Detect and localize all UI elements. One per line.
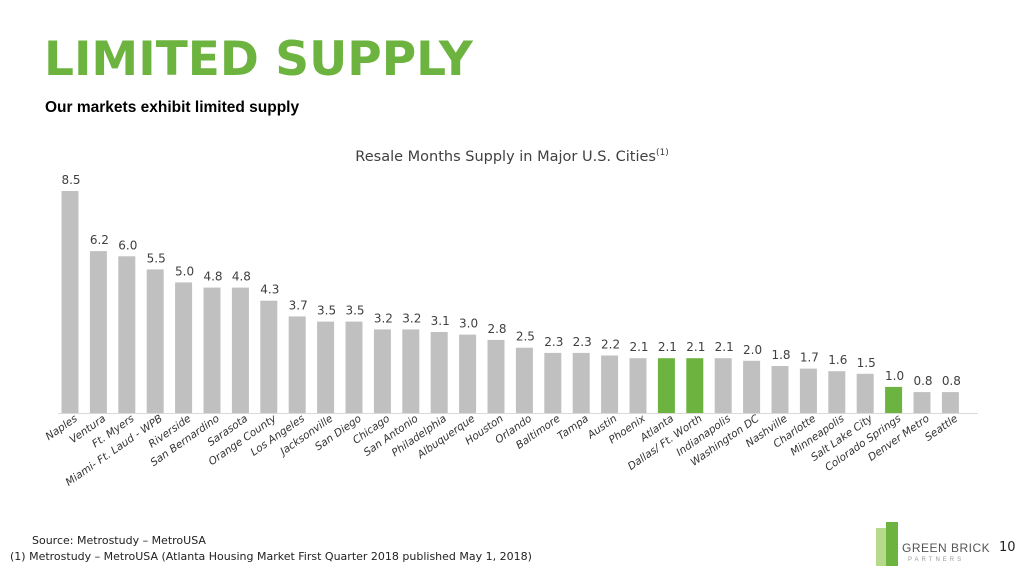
bar-san-bernardino [203, 287, 221, 413]
bar-salt-lake-city [856, 373, 874, 413]
value-label-ft-myers: 6.0 [118, 238, 137, 252]
footnotes: Source: Metrostudy – MetroUSA (1) Metros… [10, 533, 532, 565]
logo-brick-dark [886, 522, 898, 566]
value-label-indianapolis: 2.1 [715, 340, 734, 354]
value-label-houston: 2.8 [487, 322, 506, 336]
value-label-ventura: 6.2 [90, 233, 109, 247]
value-label-atlanta: 2.1 [658, 340, 677, 354]
category-label-seattle: Seattle [923, 413, 960, 444]
bar-washington-dc [743, 360, 761, 413]
bar-jacksonville [317, 321, 335, 413]
bar-indianapolis [714, 358, 732, 413]
value-label-orange-county: 4.3 [260, 283, 279, 297]
source-note: Source: Metrostudy – MetroUSA [32, 534, 206, 547]
value-labels-group: 8.5 6.2 6.0 5.5 5.0 4.8 4.8 4.3 3.7 3.5 3.5 3.2 3.2 3… [61, 173, 960, 388]
value-label-philadelphia: 3.1 [431, 314, 450, 328]
value-label-minneapolis: 1.6 [828, 353, 847, 367]
value-label-phoenix: 2.1 [629, 340, 648, 354]
chart-title-text: Resale Months Supply in Major U.S. Citie… [355, 149, 656, 165]
page-title: LIMITED SUPPLY [44, 32, 473, 87]
value-label-los-angeles: 3.7 [289, 298, 308, 312]
value-label-tampa: 2.3 [573, 335, 592, 349]
bar-atlanta [657, 358, 675, 413]
bar-tampa [572, 352, 590, 413]
value-label-miami-ft-laud-wpb: 5.5 [147, 251, 166, 265]
value-label-seattle: 0.8 [942, 374, 961, 388]
bar-philadelphia [430, 332, 448, 413]
bar-baltimore [544, 352, 562, 413]
value-label-riverside: 5.0 [175, 264, 194, 278]
value-label-salt-lake-city: 1.5 [857, 356, 876, 370]
bar-phoenix [629, 358, 647, 413]
bar-san-antonio [402, 329, 420, 413]
value-label-washington-dc: 2.0 [743, 343, 762, 357]
footnote-1: (1) Metrostudy – MetroUSA (Atlanta Housi… [10, 550, 532, 563]
bars-group [61, 191, 959, 413]
bar-riverside [175, 282, 193, 413]
page-subtitle: Our markets exhibit limited supply [45, 99, 300, 116]
bar-chicago [373, 329, 391, 413]
logo-sub: PARTNERS [908, 557, 965, 563]
bar-san-diego [345, 321, 363, 413]
value-label-orlando: 2.5 [516, 330, 535, 344]
value-label-san-diego: 3.5 [345, 304, 364, 318]
page-number: 10 [999, 540, 1016, 555]
value-label-austin: 2.2 [601, 338, 620, 352]
bar-orlando [515, 347, 533, 413]
value-label-baltimore: 2.3 [544, 335, 563, 349]
bar-los-angeles [288, 316, 306, 413]
value-label-charlotte: 1.7 [800, 351, 819, 365]
value-label-colorado-springs: 1.0 [885, 369, 904, 383]
bar-sarasota [231, 287, 249, 413]
bar-colorado-springs [885, 386, 903, 413]
value-label-chicago: 3.2 [374, 311, 393, 325]
value-label-denver-metro: 0.8 [913, 374, 932, 388]
bar-dallas-ft-worth [686, 358, 704, 413]
bar-nashville [771, 366, 789, 413]
bar-houston [487, 339, 505, 413]
bar-naples [61, 191, 79, 413]
value-label-albuquerque: 3.0 [459, 317, 478, 331]
green-brick-logo-icon [876, 522, 898, 566]
bar-austin [601, 355, 619, 413]
bar-charlotte [799, 368, 817, 413]
value-label-sarasota: 4.8 [232, 270, 251, 284]
bar-ft-myers [118, 256, 136, 413]
bar-denver-metro [913, 392, 931, 413]
chart-title-superscript: (1) [656, 148, 669, 158]
bar-seattle [941, 392, 959, 413]
bar-ventura [89, 251, 107, 413]
bar-miami-ft-laud-wpb [146, 269, 164, 413]
bar-minneapolis [828, 371, 846, 413]
logo-name: GREEN BRICK [902, 541, 991, 555]
logo-brick-light [876, 528, 886, 566]
value-label-san-antonio: 3.2 [402, 311, 421, 325]
value-label-san-bernardino: 4.8 [203, 270, 222, 284]
value-label-nashville: 1.8 [771, 348, 790, 362]
value-label-jacksonville: 3.5 [317, 304, 336, 318]
value-label-dallas-ft-worth: 2.1 [686, 340, 705, 354]
chart-title: Resale Months Supply in Major U.S. Citie… [355, 148, 668, 165]
value-label-naples: 8.5 [61, 173, 80, 187]
category-label-tampa: Tampa [555, 413, 591, 443]
bar-orange-county [260, 300, 278, 413]
bar-albuquerque [459, 334, 477, 413]
